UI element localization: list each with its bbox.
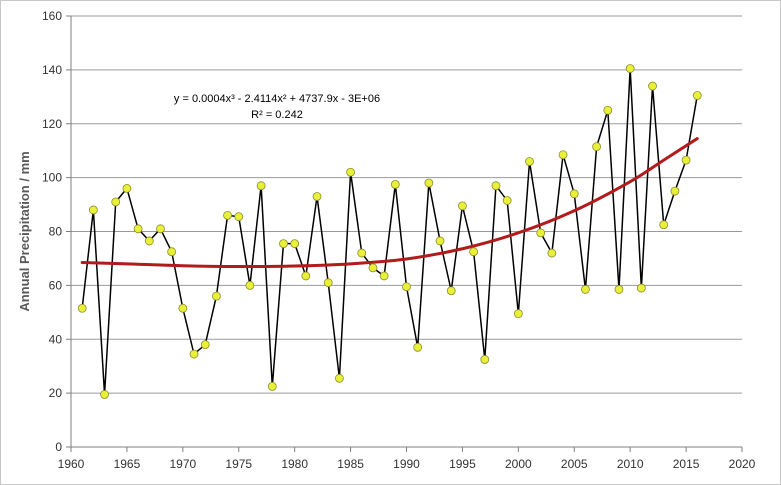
data-point-marker [88,205,98,215]
data-point-marker [592,142,602,152]
x-tick-label: 1965 [114,457,141,471]
data-point-marker [312,192,322,201]
data-point-marker [178,303,188,313]
x-tick-label: 1975 [225,457,252,471]
data-point-marker [547,248,557,258]
y-tick-label: 40 [49,332,63,346]
data-point-marker [323,278,333,288]
data-point-marker [569,189,579,199]
data-point-marker [670,186,680,196]
series-line-group [81,67,699,396]
data-point-marker [200,340,210,350]
x-tick-label: 2015 [673,457,700,471]
x-tick-label: 1960 [58,457,85,471]
data-point-marker [156,224,165,234]
data-point-marker [581,285,590,294]
data-point-marker [659,220,669,230]
x-tick-label: 2005 [561,457,588,471]
data-point-marker [211,291,221,301]
y-tick-label: 0 [55,440,62,454]
data-point-marker [301,271,311,281]
data-point-marker [469,247,479,257]
y-tick-label: 120 [42,117,62,131]
axes [66,15,743,452]
x-tick-label: 1985 [337,457,364,471]
data-point-marker [458,201,467,211]
data-point-marker [413,342,423,352]
data-point-marker [357,248,367,258]
y-tick-label: 100 [42,171,62,185]
trendline-group [80,137,699,269]
trendline-r-squared: R² = 0.242 [251,109,303,121]
data-point-marker [223,210,232,220]
data-point-marker [502,196,512,205]
data-point-marker [144,236,154,246]
data-point-marker [334,373,344,383]
data-point-marker [558,150,568,160]
gridlines [71,15,742,448]
data-point-marker [648,81,657,91]
data-point-marker [111,197,121,207]
x-tick-label: 1970 [169,457,196,471]
data-point-marker [491,181,501,191]
data-point-marker [681,155,691,165]
tick-labels: 0 20 40 60 80 100 120 140 160 1960 1965 1970 1975 198… [42,9,756,471]
x-tick-label: 2020 [729,457,756,471]
y-tick-label: 140 [42,63,62,77]
data-point-marker [133,224,143,234]
x-tick-label: 2010 [617,457,644,471]
data-point-marker [603,105,613,115]
data-point-marker [167,247,177,257]
polynomial-trendline [80,137,699,269]
data-point-marker [77,303,87,313]
data-point-marker [346,167,355,177]
data-point-marker [368,263,378,273]
data-point-marker [189,349,199,359]
data-point-marker [245,280,255,290]
x-tick-label: 2000 [505,457,532,471]
data-point-marker [290,239,300,249]
data-point-marker [614,285,624,294]
data-point-marker [267,381,277,391]
y-tick-label: 60 [49,278,63,292]
data-point-marker [513,309,523,319]
data-point-marker [636,283,646,293]
data-point-marker [390,179,400,189]
x-tick-label: 1980 [281,457,308,471]
data-point-marker [480,355,490,364]
data-point-marker [256,181,266,191]
y-axis-title: Annual Precipitation / mm [17,151,32,311]
data-point-marker [435,236,445,246]
y-tick-label: 20 [49,386,63,400]
data-point-marker [100,390,109,399]
data-point-marker [536,228,546,238]
data-point-marker [424,178,434,188]
data-point-marker [122,183,132,193]
series-markers [77,64,702,399]
x-tick-label: 1990 [393,457,420,471]
trendline-equation: y = 0.0004x³ - 2.4114x² + 4737.9x - 3E+0… [174,93,380,105]
data-point-marker [379,271,389,281]
y-tick-label: 160 [42,9,62,23]
data-point-marker [279,239,288,249]
y-tick-label: 80 [49,225,63,239]
data-point-marker [525,157,534,166]
data-point-marker [234,212,244,222]
data-point-marker [402,282,411,292]
data-point-marker [625,64,635,73]
data-point-marker [692,91,702,100]
x-tick-label: 1995 [449,457,476,471]
data-point-marker [446,286,456,296]
precipitation-series-line [81,67,699,396]
